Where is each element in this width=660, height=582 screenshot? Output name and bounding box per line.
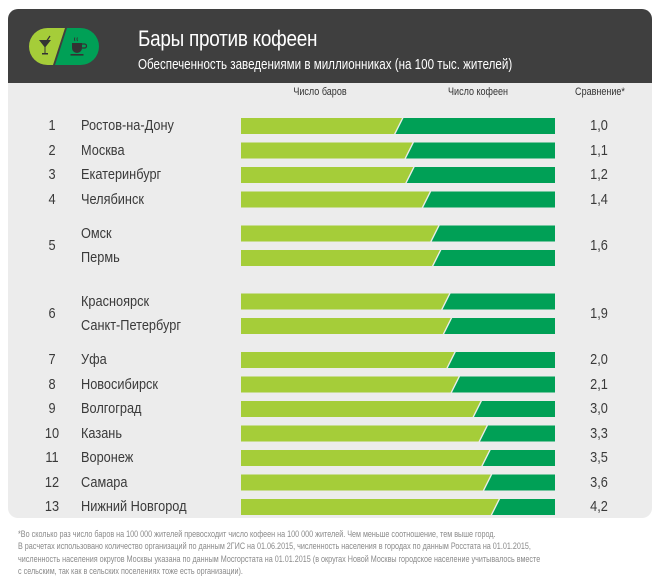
logo-left-half (29, 28, 65, 65)
bar-segment-bars (241, 450, 490, 466)
bar-segment-cafes (442, 293, 555, 310)
rank-number: 8 (48, 375, 56, 393)
footnote: *Во сколько раз число баров на 100 000 ж… (18, 528, 642, 577)
bar-segment-bars (241, 142, 413, 159)
city-name: Воронеж (81, 449, 134, 466)
column-header-bars: Число баров (293, 86, 347, 98)
bar-segment-cafes (395, 118, 555, 134)
bar-segment-cafes (423, 191, 555, 208)
rank-number: 2 (48, 141, 56, 159)
rank-number: 12 (44, 473, 60, 491)
bar-segment-cafes (447, 352, 555, 368)
bar-segment-cafes (406, 167, 555, 183)
bar-segment-cafes (433, 250, 555, 266)
rank-number: 1 (48, 117, 56, 134)
bar-segment-cafes (484, 474, 555, 491)
rank-number: 13 (44, 498, 60, 515)
cocktail-glass-icon (39, 35, 51, 55)
footnote-line: с сельским, так как в сельских поселения… (18, 565, 243, 576)
comparison-value: 4,2 (590, 498, 608, 515)
column-header-cafes: Число кофеен (448, 86, 508, 98)
bar-segment-cafes (405, 142, 555, 159)
comparison-value: 3,5 (590, 449, 608, 466)
bar-segment-bars (241, 352, 455, 368)
rank-number: 5 (48, 236, 56, 254)
bar-segment-cafes (482, 450, 555, 466)
city-name: Екатеринбург (81, 166, 162, 183)
bar-segment-cafes (444, 318, 555, 334)
comparison-value: 1,4 (590, 190, 608, 208)
bar-segment-bars (241, 250, 440, 266)
city-name: Омск (81, 224, 112, 242)
city-name: Казань (81, 424, 122, 442)
city-name: Санкт-Петербург (81, 317, 182, 334)
comparison-value: 3,6 (590, 473, 608, 491)
footnote-line: В расчетах использовано количество орган… (18, 541, 531, 552)
bar-segment-bars (241, 376, 459, 393)
rank-number: 7 (48, 351, 56, 368)
bar-segment-cafes (492, 499, 555, 515)
comparison-value: 1,2 (590, 166, 608, 183)
rank-number: 4 (48, 190, 56, 208)
bar-segment-cafes (480, 425, 555, 442)
city-name: Пермь (81, 249, 120, 266)
comparison-value: 1,1 (590, 141, 608, 159)
header: Бары против кофеен Обеспеченность заведе… (8, 9, 652, 83)
comparison-value: 3,3 (590, 424, 608, 442)
rank-number: 3 (48, 166, 56, 183)
bar-segment-cafes (452, 376, 555, 393)
city-name: Уфа (81, 351, 107, 368)
comparison-value: 1,0 (590, 117, 608, 134)
city-name: Москва (81, 141, 125, 159)
rank-number: 6 (48, 304, 56, 322)
city-name: Волгоград (81, 400, 142, 417)
bar-segment-bars (241, 225, 439, 242)
comparison-value: 1,9 (590, 304, 608, 322)
bar-segment-cafes (474, 401, 555, 417)
bar-segment-bars (241, 425, 487, 442)
city-name: Ростов-на-Дону (81, 117, 174, 134)
bar-segment-bars (241, 191, 430, 208)
city-name: Нижний Новгород (81, 498, 187, 515)
bar-segment-bars (241, 293, 450, 310)
chart-subtitle: Обеспеченность заведениями в миллионника… (138, 57, 513, 73)
bar-segment-bars (241, 474, 491, 491)
bar-segment-bars (241, 401, 481, 417)
rank-number: 9 (48, 400, 56, 417)
footnote-line: *Во сколько раз число баров на 100 000 ж… (18, 529, 496, 539)
comparison-value: 2,1 (590, 375, 608, 393)
bar-segment-bars (241, 318, 451, 334)
comparison-value: 2,0 (590, 351, 608, 368)
column-header-comparison: Сравнение* (575, 86, 625, 98)
rank-number: 11 (45, 449, 59, 466)
city-name: Челябинск (81, 190, 144, 208)
city-name: Красноярск (81, 292, 150, 310)
footnote-line: численность населения округов Москвы ука… (18, 553, 541, 564)
city-name: Новосибирск (81, 375, 158, 393)
bar-segment-bars (241, 167, 414, 183)
city-name: Самара (81, 473, 128, 491)
bar-segment-bars (241, 499, 499, 515)
rank-number: 10 (44, 424, 60, 442)
comparison-value: 3,0 (590, 400, 608, 417)
logo (29, 28, 99, 65)
chart-title: Бары против кофеен (138, 26, 318, 51)
coffee-cup-icon (70, 37, 88, 56)
comparison-value: 1,6 (590, 236, 608, 254)
bar-segment-cafes (431, 225, 555, 242)
bar-segment-bars (241, 118, 402, 134)
